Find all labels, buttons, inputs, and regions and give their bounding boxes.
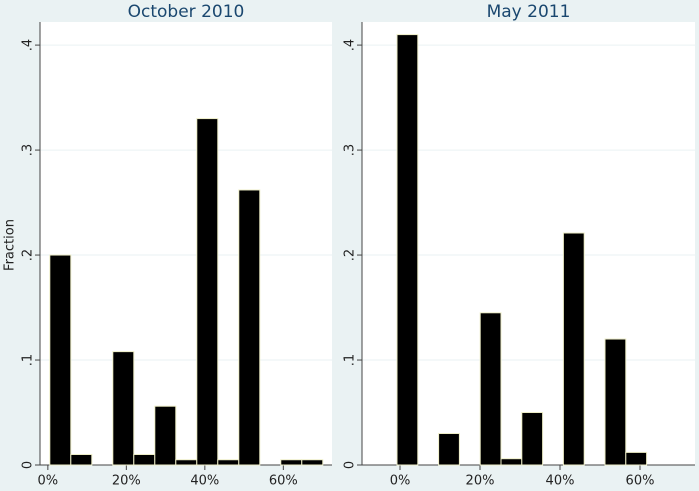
bar xyxy=(112,351,135,466)
y-tick-label: .1 xyxy=(21,354,36,366)
bar xyxy=(238,189,261,466)
y-tick-label: 0 xyxy=(21,461,36,469)
x-tick-label: 60% xyxy=(269,474,298,489)
y-tick-label: .3 xyxy=(343,144,358,156)
bar xyxy=(562,232,585,466)
x-tick-label: 40% xyxy=(546,474,575,489)
y-tick-label: .2 xyxy=(343,249,358,261)
bar xyxy=(301,459,324,466)
panel-title: October 2010 xyxy=(128,2,245,22)
bar xyxy=(217,459,240,466)
bar xyxy=(396,34,419,466)
panel-title: May 2011 xyxy=(487,2,571,22)
y-tick-label: .2 xyxy=(21,249,36,261)
x-tick-label: 60% xyxy=(626,474,655,489)
x-tick-label: 0% xyxy=(38,474,59,489)
bar xyxy=(479,312,502,466)
y-tick-label: .1 xyxy=(343,354,358,366)
plot-area xyxy=(40,22,332,465)
bar xyxy=(625,451,648,466)
y-tick-label: .4 xyxy=(343,39,358,51)
y-axis-label: Fraction xyxy=(3,219,18,271)
bar xyxy=(196,118,219,466)
x-tick-label: 20% xyxy=(112,474,141,489)
bar xyxy=(70,454,93,466)
bar xyxy=(604,338,627,466)
bar xyxy=(175,459,198,466)
bar xyxy=(521,412,544,466)
bar xyxy=(154,405,177,466)
bar xyxy=(500,458,523,466)
x-tick-label: 20% xyxy=(466,474,495,489)
y-tick-label: .3 xyxy=(21,144,36,156)
y-tick-label: .4 xyxy=(21,39,36,51)
bar xyxy=(133,454,156,466)
y-tick-label: 0 xyxy=(343,461,358,469)
bar xyxy=(280,459,303,466)
bar xyxy=(49,254,72,466)
x-tick-label: 40% xyxy=(190,474,219,489)
x-tick-label: 0% xyxy=(390,474,411,489)
bar xyxy=(438,433,460,466)
